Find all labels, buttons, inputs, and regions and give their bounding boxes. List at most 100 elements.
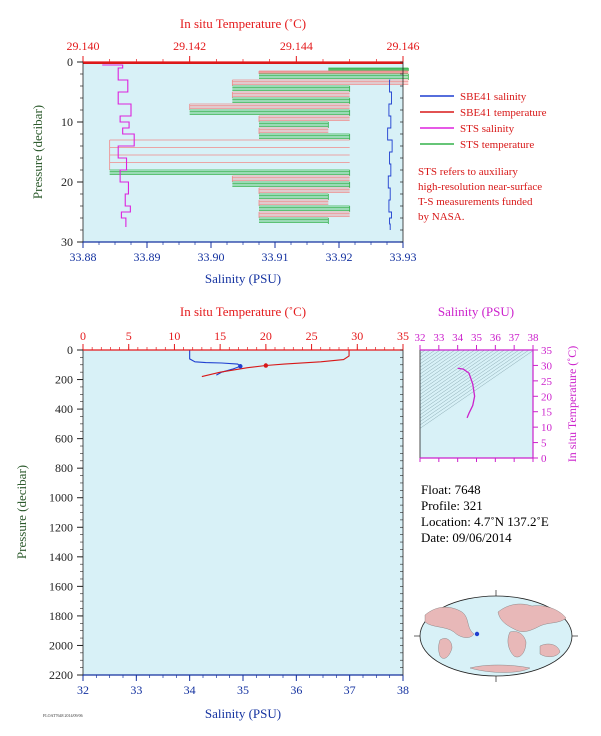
top-pressure-tick-label: 30 xyxy=(61,235,73,249)
ts-plot-marks xyxy=(420,350,533,429)
bottom-pressure-tick-label: 1200 xyxy=(49,520,73,534)
ts-density-contour xyxy=(420,350,481,392)
sbe41-salinity-line xyxy=(387,79,393,230)
top-salinity-tick-label: 33.88 xyxy=(70,250,97,264)
ts-temperature-tick-label: 5 xyxy=(541,438,547,450)
top-temperature-tick-label: 29.146 xyxy=(387,39,420,53)
bottom-pressure-tick-label: 2200 xyxy=(49,668,73,682)
ts-salinity-tick-label: 32 xyxy=(415,332,426,344)
bottom-salinity-tick-label: 33 xyxy=(130,683,142,697)
footer-tiny-text: FLOAT7648 2014/09/06 xyxy=(43,713,83,718)
bottom-pressure-tick-label: 1000 xyxy=(49,491,73,505)
bottom-pressure-tick-label: 1400 xyxy=(49,550,73,564)
bottom-pressure-axis-title: Pressure (decibar) xyxy=(14,465,29,559)
ts-salinity-tick-label: 34 xyxy=(452,332,464,344)
bottom-temperature-marker xyxy=(263,363,269,368)
ts-density-contour xyxy=(420,350,485,395)
map-continents xyxy=(424,603,567,673)
bottom-salinity-tick-label: 36 xyxy=(290,683,302,697)
bottom-pressure-tick-label: 600 xyxy=(55,432,73,446)
ts-density-contour xyxy=(420,350,505,409)
bottom-pressure-tick-label: 400 xyxy=(55,402,73,416)
ts-diagram: 32 33 34 35 36 37 38 0 5 10 15 20 25 30 35 Salinity (P… xyxy=(415,304,580,465)
ts-salinity-tick-label: 33 xyxy=(433,332,445,344)
ts-salinity-tick-label: 36 xyxy=(490,332,502,344)
ts-density-contour xyxy=(420,350,510,412)
ts-density-contour xyxy=(420,350,515,415)
ts-density-contour xyxy=(420,350,500,405)
sts-salinity-line xyxy=(102,64,135,227)
top-salinity-tick-label: 33.92 xyxy=(326,250,353,264)
top-salinity-axis-title: Salinity (PSU) xyxy=(205,271,281,286)
note-line-3: T-S measurements funded xyxy=(418,196,533,208)
top-salinity-tick-label: 33.89 xyxy=(134,250,161,264)
bottom-salinity-axis-title: Salinity (PSU) xyxy=(205,706,281,721)
note-line-2: high-resolution near-surface xyxy=(418,181,542,193)
top-temperature-tick-label: 29.140 xyxy=(67,39,100,53)
bottom-pressure-tick-label: 0 xyxy=(67,343,73,357)
ts-density-contour xyxy=(420,350,530,426)
bottom-plot-axes: 0 5 10 15 20 25 30 35 32 33 34 35 36 37 38 0 200 400 600 80… xyxy=(49,329,409,697)
ts-density-contour xyxy=(420,350,451,371)
top-plot-marks xyxy=(83,62,409,230)
ts-profile-line xyxy=(457,367,476,419)
top-temperature-tick-label: 29.144 xyxy=(280,39,313,53)
bottom-salinity-tick-label: 35 xyxy=(237,683,249,697)
world-map xyxy=(414,590,578,682)
bottom-salinity-tick-label: 37 xyxy=(344,683,356,697)
ts-density-contour xyxy=(420,350,446,368)
bottom-salinity-marker xyxy=(238,364,243,369)
ts-salinity-tick-label: 38 xyxy=(528,332,540,344)
bottom-pressure-tick-label: 1600 xyxy=(49,579,73,593)
ts-density-contour xyxy=(420,350,471,385)
ts-density-contour xyxy=(420,350,456,375)
bottom-temperature-tick-label: 10 xyxy=(168,329,180,343)
ts-salinity-tick-label: 37 xyxy=(509,332,521,344)
legend-label-sts-temperature: STS temperature xyxy=(460,139,534,151)
top-legend: SBE41 salinity SBE41 temperature STS sal… xyxy=(420,91,547,151)
top-salinity-tick-label: 33.93 xyxy=(390,250,417,264)
top-pressure-axis-title: Pressure (decibar) xyxy=(30,105,45,199)
bottom-salinity-tick-label: 34 xyxy=(184,683,196,697)
ts-temperature-axis-title: In situ Temperature (˚C) xyxy=(565,346,579,463)
bottom-temperature-tick-label: 25 xyxy=(306,329,318,343)
note-line-1: STS refers to auxiliary xyxy=(418,166,518,178)
bottom-plot-marks xyxy=(189,350,350,378)
ts-temperature-tick-label: 20 xyxy=(541,391,553,403)
ts-density-contour xyxy=(420,350,520,419)
ts-salinity-axis-title: Salinity (PSU) xyxy=(438,304,514,319)
bottom-salinity-tick-label: 38 xyxy=(397,683,409,697)
bottom-temperature-tick-label: 20 xyxy=(260,329,272,343)
ts-salinity-tick-label: 35 xyxy=(471,332,483,344)
ts-temperature-tick-label: 35 xyxy=(541,345,553,357)
bottom-temperature-tick-label: 5 xyxy=(126,329,132,343)
ts-temperature-tick-label: 25 xyxy=(541,376,553,388)
bottom-pressure-tick-label: 800 xyxy=(55,461,73,475)
bottom-sbe41-temperature-line xyxy=(201,350,350,378)
bottom-pressure-tick-label: 2000 xyxy=(49,638,73,652)
bottom-plot-background xyxy=(83,350,403,675)
ts-density-contour xyxy=(420,350,533,429)
ts-temperature-tick-label: 30 xyxy=(541,360,553,372)
ts-temperature-tick-label: 15 xyxy=(541,407,553,419)
bottom-pressure-tick-label: 200 xyxy=(55,373,73,387)
profile-date: Date: 09/06/2014 xyxy=(421,530,512,545)
top-pressure-tick-label: 10 xyxy=(61,115,73,129)
ts-density-contour xyxy=(420,350,495,402)
legend-label-sts-salinity: STS salinity xyxy=(460,123,515,135)
ts-density-contour xyxy=(420,350,525,422)
ts-temperature-tick-label: 0 xyxy=(541,453,547,465)
top-temperature-tick-label: 29.142 xyxy=(173,39,206,53)
ts-plot-axes: 32 33 34 35 36 37 38 0 5 10 15 20 25 30 35 xyxy=(415,332,553,465)
bottom-temperature-axis-title: In situ Temperature (˚C) xyxy=(180,304,306,319)
bottom-pressure-tick-label: 1800 xyxy=(49,609,73,623)
bottom-temperature-tick-label: 30 xyxy=(351,329,363,343)
legend-label-sbe-temperature: SBE41 temperature xyxy=(460,107,547,119)
ts-density-contour xyxy=(420,350,490,399)
bottom-temperature-tick-label: 35 xyxy=(397,329,409,343)
ts-density-contour xyxy=(420,350,441,365)
top-panel: 29.140 29.142 29.144 29.146 33.88 33.89 33.90 3… xyxy=(30,16,420,286)
bottom-temperature-tick-label: 0 xyxy=(80,329,86,343)
ts-density-contour xyxy=(420,350,476,388)
